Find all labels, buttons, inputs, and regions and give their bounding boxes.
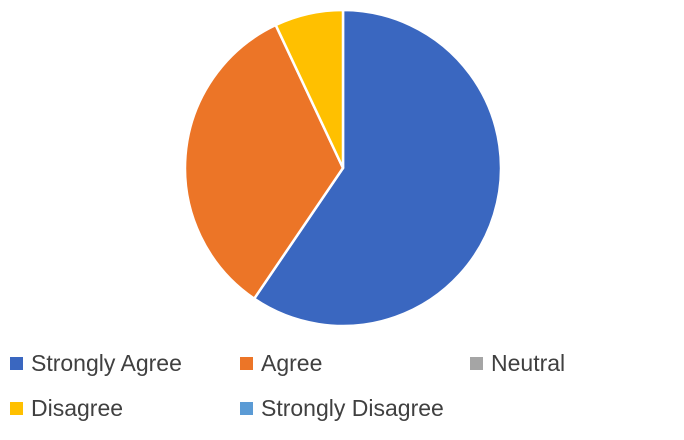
legend-item-disagree: Disagree [10, 395, 123, 422]
legend-swatch-neutral [470, 357, 483, 370]
legend-label-disagree: Disagree [31, 395, 124, 421]
legend-item-neutral: Neutral [470, 350, 565, 377]
pie-slice-strongly-agree [252, 8, 503, 328]
legend-swatch-strongly-agree [10, 357, 23, 370]
legend-swatch-disagree [10, 402, 23, 415]
legend-label-strongly-disagree: Strongly Disagree [261, 395, 444, 421]
pie-chart [183, 8, 503, 328]
legend-item-agree: Agree [240, 350, 322, 377]
pie-slice-agree [183, 23, 345, 300]
legend-label-neutral: Neutral [491, 350, 566, 376]
legend-item-strongly-disagree: Strongly Disagree [240, 395, 444, 422]
legend-swatch-agree [240, 357, 253, 370]
legend-swatch-strongly-disagree [240, 402, 253, 415]
legend-item-strongly-agree: Strongly Agree [10, 350, 182, 377]
pie-slice-disagree [274, 8, 345, 170]
legend-label-agree: Agree [261, 350, 323, 376]
chart-legend: Strongly Agree Agree Neutral Disagree Strong… [0, 350, 684, 440]
legend-label-strongly-agree: Strongly Agree [31, 350, 182, 376]
